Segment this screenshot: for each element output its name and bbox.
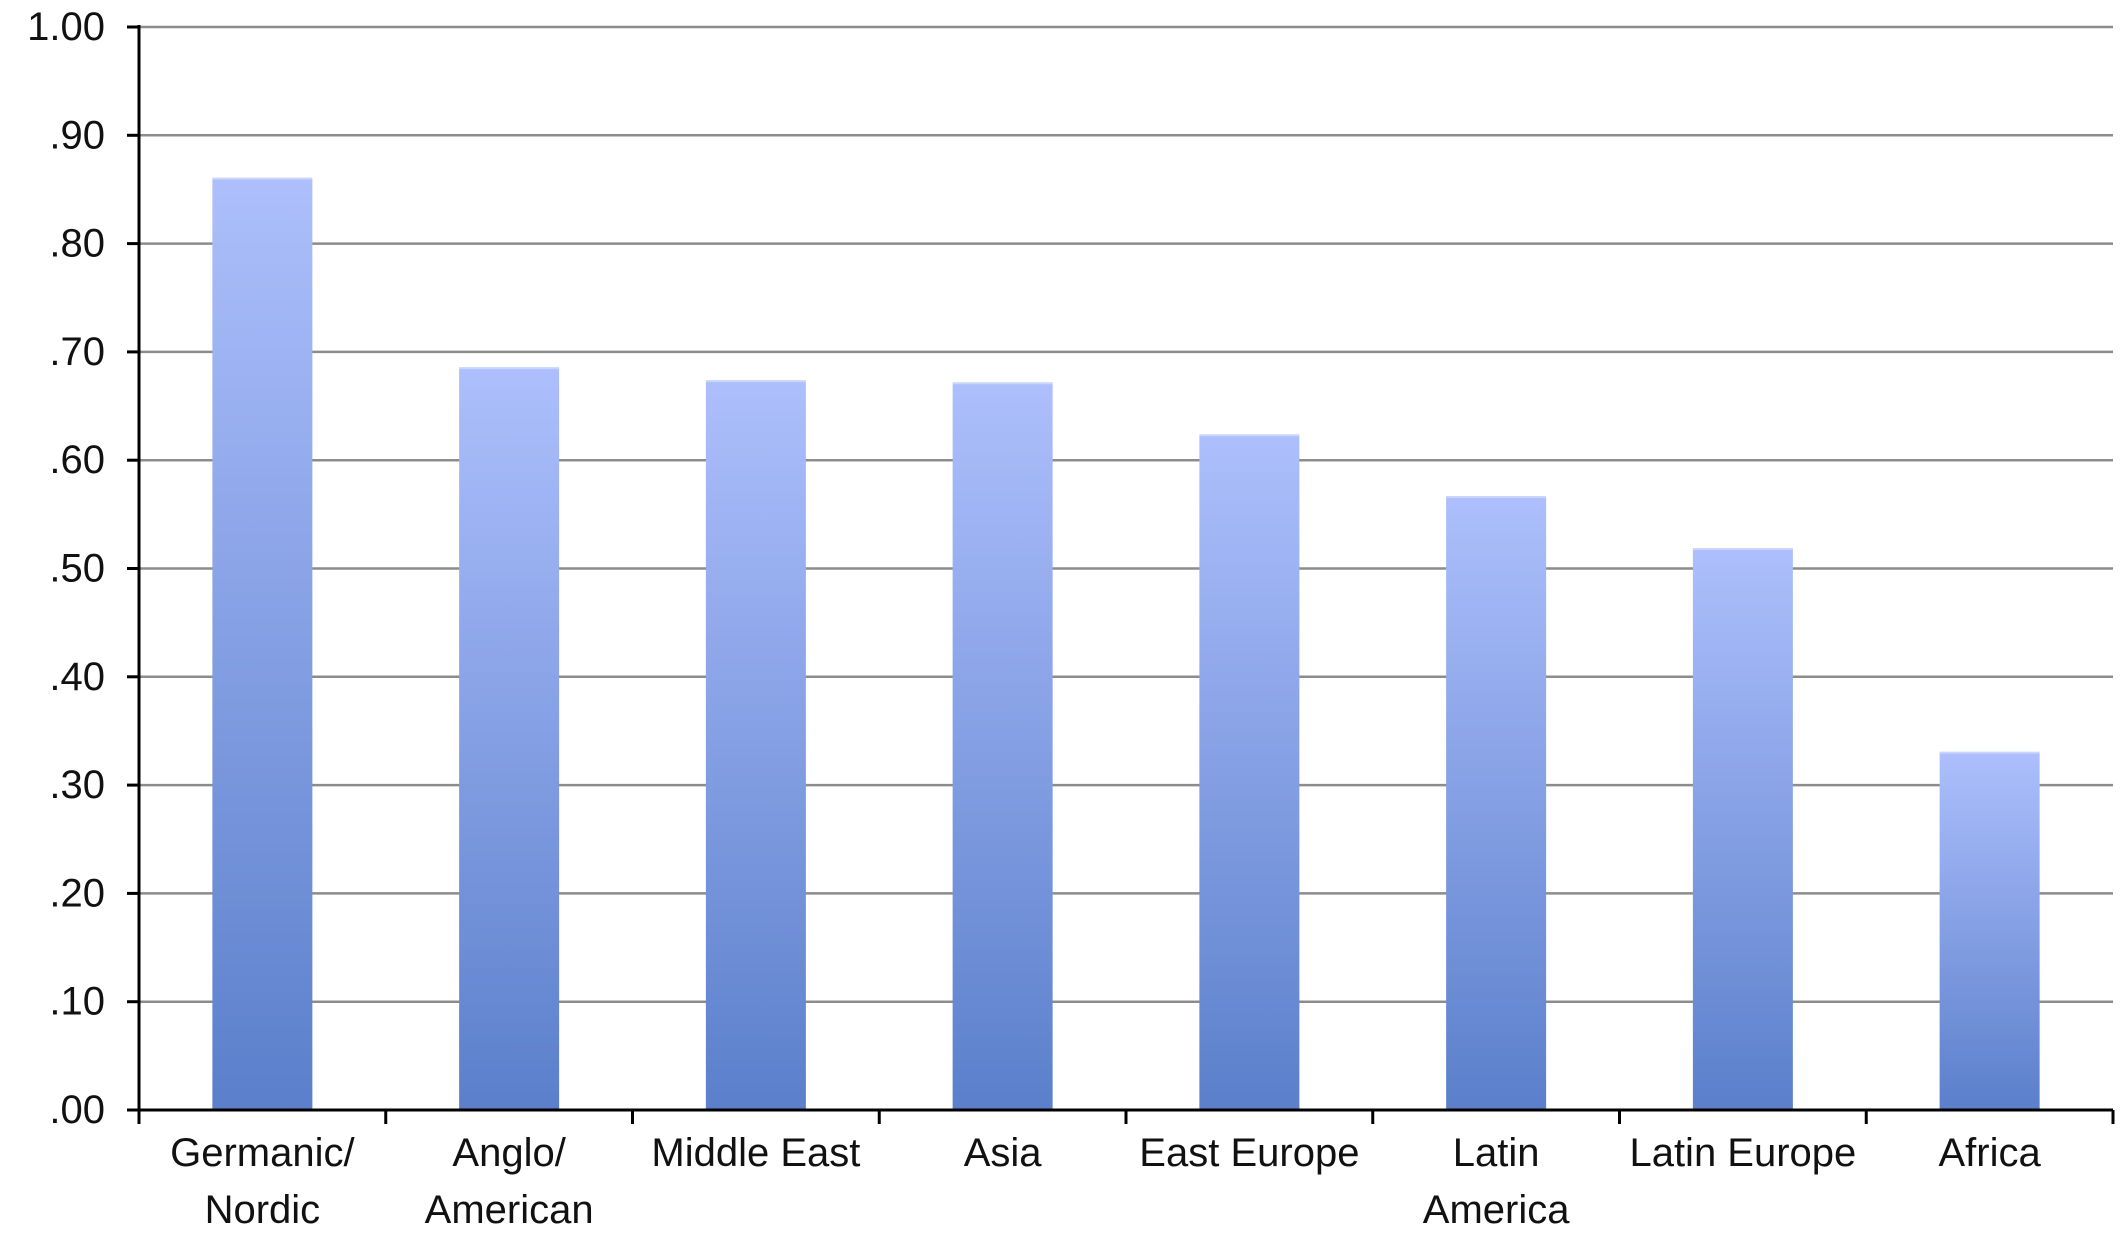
x-tick-label: Asia <box>964 1131 1043 1175</box>
y-tick-label: .60 <box>49 438 105 482</box>
x-tick-label-line: Asia <box>964 1131 1043 1175</box>
y-tick-labels: .00 .10 .20 .30 .40 .50 .60 .70 .80 .90 1.00 <box>27 5 105 1132</box>
x-tick-label-line: Latin <box>1453 1131 1540 1175</box>
y-tick-label: .00 <box>49 1088 105 1132</box>
y-tick-label: .40 <box>49 655 105 699</box>
y-tick-label: 1.00 <box>27 5 105 49</box>
y-tick-label: .20 <box>49 871 105 915</box>
y-tick-label: .70 <box>49 330 105 374</box>
x-tick-label: Germanic/Nordic <box>170 1131 355 1232</box>
bar <box>952 383 1053 1110</box>
y-tick-label: .30 <box>49 763 105 807</box>
axes <box>127 25 2115 1124</box>
bar <box>459 368 560 1110</box>
x-tick-label: Anglo/American <box>425 1131 594 1232</box>
y-tick-label: .80 <box>49 222 105 266</box>
x-tick-label: Latin Europe <box>1629 1131 1856 1175</box>
y-tick-label: .10 <box>49 980 105 1024</box>
x-tick-label-line: Middle East <box>651 1131 860 1175</box>
x-tick-label: Latin America <box>1423 1131 1570 1232</box>
bar <box>1199 435 1300 1110</box>
x-tick-label-line: Anglo/ <box>452 1131 566 1175</box>
x-tick-label: East Europe <box>1139 1131 1359 1175</box>
bars <box>212 177 2040 1111</box>
y-tick-label: .90 <box>49 113 105 157</box>
x-tick-label-line: East Europe <box>1139 1131 1359 1175</box>
gridlines <box>139 25 2113 1003</box>
x-tick-label-line: American <box>425 1188 594 1232</box>
bar <box>1446 497 1547 1111</box>
bar <box>212 178 313 1110</box>
x-tick-label-line: Africa <box>1939 1131 2042 1175</box>
y-tick-label: .50 <box>49 547 105 591</box>
x-tick-label: Africa <box>1939 1131 2042 1175</box>
x-tick-label-line: Germanic/ <box>170 1131 355 1175</box>
x-tick-labels: Germanic/Nordic Anglo/American Middle East… <box>170 1131 2041 1232</box>
x-tick-label-line: America <box>1423 1188 1570 1232</box>
bar <box>1692 549 1793 1110</box>
bar <box>1939 752 2040 1110</box>
x-tick-label-line: Latin Europe <box>1629 1131 1856 1175</box>
bar <box>705 381 806 1110</box>
x-tick-label: Middle East <box>651 1131 860 1175</box>
x-tick-label-line: Nordic <box>205 1188 321 1232</box>
